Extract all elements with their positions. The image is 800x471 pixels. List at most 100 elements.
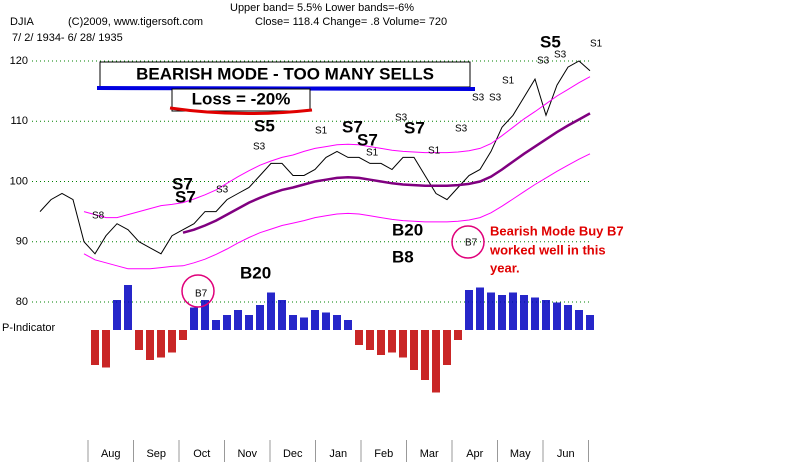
series-line	[83, 76, 591, 219]
indicator-bar	[465, 290, 473, 330]
x-tick-label: Dec	[283, 448, 303, 460]
indicator-bar	[311, 310, 319, 330]
header-close: Close= 118.4 Change= .8 Volume= 720	[255, 16, 447, 28]
plot: 80 90 100 110 120 Aug Sep Oct Nov Dec Jan Feb Mar Apr…	[10, 55, 594, 462]
header-copyright: (C)2009, www.tigersoft.com	[68, 16, 203, 28]
indicator-bar	[421, 330, 429, 380]
indicator-bar	[179, 330, 187, 340]
indicator-bar	[366, 330, 374, 350]
signal: S3	[554, 50, 567, 61]
indicator-bar	[223, 315, 231, 330]
signal: S7	[175, 187, 196, 206]
signal: S3	[472, 93, 485, 104]
loss-box	[171, 88, 311, 112]
indicator-bar	[333, 315, 341, 330]
loss-underline	[169, 106, 313, 116]
x-tick-label: Feb	[374, 448, 393, 460]
mode-text: BEARISH MODE - TOO MANY SELLS	[136, 64, 434, 83]
indicator-bar	[388, 330, 396, 353]
chart-title: DJIA	[10, 16, 35, 28]
signal: S3	[537, 56, 550, 67]
x-tick-label: May	[510, 448, 531, 460]
indicator-bar	[300, 317, 308, 330]
indicator-bar	[201, 300, 209, 330]
signal: S1	[428, 146, 441, 157]
signal: S8	[92, 211, 105, 222]
indicator-bar	[113, 300, 121, 330]
signal: S1	[590, 39, 603, 50]
indicator-bar	[344, 320, 352, 330]
indicator-bar	[355, 330, 363, 345]
signal: B20	[240, 263, 271, 282]
x-tick-label: Jan	[329, 448, 347, 460]
indicator-bar	[146, 330, 154, 360]
indicator-bar	[542, 300, 550, 330]
indicator-bar	[476, 287, 484, 330]
note-line: Bearish Mode Buy B7	[490, 223, 624, 238]
signal: B7	[195, 289, 208, 300]
note-line: year.	[490, 260, 520, 275]
indicator-bar	[267, 292, 275, 330]
indicator-bar	[256, 305, 264, 330]
indicator-bar	[432, 330, 440, 393]
indicator-bar	[575, 310, 583, 330]
indicator-bar	[124, 285, 132, 330]
x-tick-label: Oct	[193, 448, 210, 460]
indicator-bar	[454, 330, 462, 340]
x-tick-label: Mar	[420, 448, 439, 460]
signal: S1	[366, 148, 379, 159]
signal: B7	[465, 238, 478, 249]
header-dates: 7/ 2/ 1934- 6/ 28/ 1935	[12, 32, 123, 44]
indicator-bar	[212, 320, 220, 330]
signal: S7	[357, 130, 378, 149]
indicator-bar	[498, 295, 506, 330]
signal: S5	[254, 116, 275, 135]
indicator-bar	[520, 295, 528, 330]
indicator-bar	[168, 330, 176, 353]
x-tick-label: Nov	[237, 448, 257, 460]
indicator-bar	[553, 302, 561, 330]
indicator-bar	[102, 330, 110, 368]
x-tick-label: Jun	[557, 448, 575, 460]
indicator-bar	[157, 330, 165, 358]
x-tick-label: Sep	[146, 448, 166, 460]
signal: S7	[342, 117, 363, 136]
indicator-bar	[509, 292, 517, 330]
x-tick-label: Apr	[466, 448, 483, 460]
indicator-bar	[245, 315, 253, 330]
signal: S5	[540, 32, 561, 51]
indicator-bar	[135, 330, 143, 350]
indicator-bar	[91, 330, 99, 365]
signal: B8	[392, 247, 414, 266]
indicator-bar	[531, 297, 539, 330]
indicator-bar	[487, 292, 495, 330]
indicator-bar	[377, 330, 385, 355]
indicator-bar	[410, 330, 418, 370]
signal: S3	[395, 113, 408, 124]
y-tick-label: 80	[16, 296, 28, 308]
y-tick-label: 110	[10, 115, 28, 127]
signal: S7	[172, 174, 193, 193]
indicator-bar	[443, 330, 451, 365]
loss-text: Loss = -20%	[192, 89, 291, 108]
indicator-bar	[190, 307, 198, 330]
indicator-bar	[234, 310, 242, 330]
signal: S1	[315, 126, 328, 137]
signal: S3	[253, 142, 266, 153]
indicator-bar	[278, 300, 286, 330]
highlight-circle	[181, 274, 215, 308]
x-tick-label: Aug	[101, 448, 121, 460]
signal: S7	[404, 118, 425, 137]
y-tick-label: 100	[10, 175, 28, 187]
highlight-circle	[451, 225, 485, 259]
signal: S3	[455, 124, 468, 135]
series-line	[182, 112, 591, 234]
indicator-bar	[564, 305, 572, 330]
y-tick-label: 120	[10, 55, 28, 67]
note-line: worked well in this	[489, 242, 606, 257]
indicator-bar	[322, 312, 330, 330]
indicator-bar	[289, 315, 297, 330]
indicator-bar	[586, 315, 594, 330]
signals: S8 S7 S7 S3 S5 S3 S1 S7 S7 S1 S3 S7 S1 S…	[92, 32, 603, 299]
